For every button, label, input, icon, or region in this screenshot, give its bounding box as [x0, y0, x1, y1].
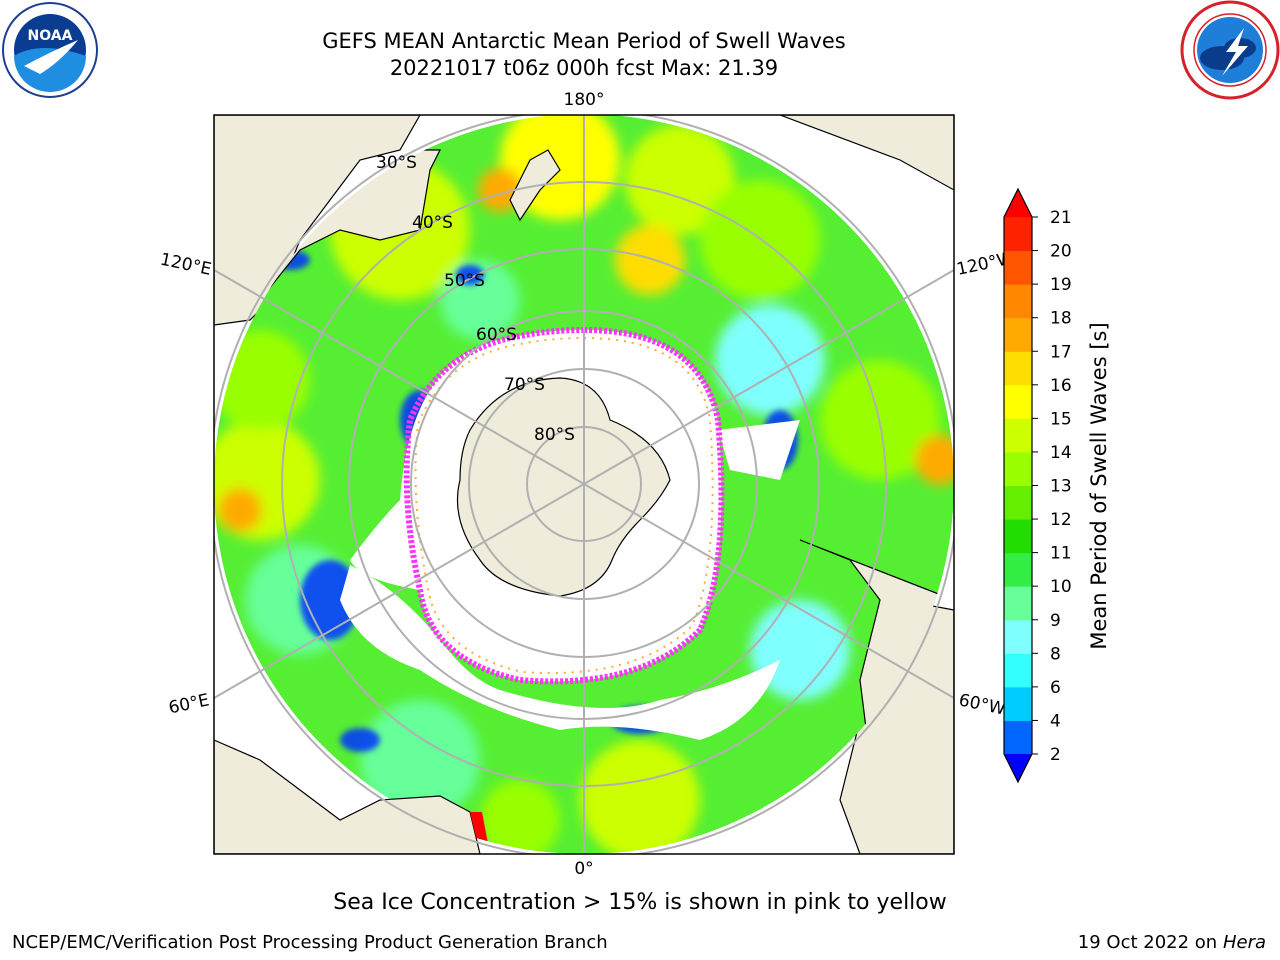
colorbar-tick-label: 10 [1050, 577, 1072, 597]
lat-label-80s: 80°S [534, 425, 575, 445]
map-frame [213, 114, 955, 855]
map-subtitle: 20221017 t06z 000h fcst Max: 21.39 [389, 56, 779, 80]
colorbar-tick-label: 11 [1050, 544, 1072, 564]
antarctica [456, 377, 671, 597]
colorbar-bin [1004, 653, 1032, 688]
colorbar-bin [1004, 519, 1032, 554]
colorbar-bin [1004, 586, 1032, 621]
colorbar-bin [1004, 317, 1032, 352]
lon-label-180: 180° [564, 90, 605, 110]
colorbar-tick-label: 14 [1050, 443, 1072, 463]
colorbar-tick-label: 19 [1050, 275, 1072, 295]
nws-logo [1180, 0, 1280, 100]
lon-label-60e: 60°E [167, 690, 211, 718]
colorbar-tick-label: 16 [1050, 376, 1072, 396]
map-title: GEFS MEAN Antarctic Mean Period of Swell… [322, 29, 846, 53]
lon-label-120e: 120°E [158, 250, 213, 280]
colorbar-bin [1004, 384, 1032, 419]
lat-label-70s: 70°S [504, 375, 545, 395]
sea-ice-note: Sea Ice Concentration > 15% is shown in … [333, 890, 947, 915]
colorbar-extend-max [1004, 189, 1032, 217]
noaa-logo-text: NOAA [28, 28, 73, 44]
colorbar-bin [1004, 217, 1032, 252]
colorbar-label: Mean Period of Swell Waves [s] [1087, 322, 1111, 649]
lon-label-0: 0° [574, 859, 593, 879]
host-name: Hera [1222, 932, 1266, 953]
colorbar-bin [1004, 552, 1032, 587]
colorbar-tick-label: 20 [1050, 242, 1072, 262]
colorbar-tick-label: 21 [1050, 208, 1072, 228]
colorbar-bin [1004, 418, 1032, 453]
colorbar-tick-label: 6 [1050, 678, 1061, 698]
colorbar-extend-min [1004, 754, 1032, 782]
colorbar-tick-label: 2 [1050, 745, 1061, 765]
colorbar-tick-label: 15 [1050, 409, 1072, 429]
lat-label-60s: 60°S [476, 325, 517, 345]
map-area [214, 115, 954, 854]
date-text: 19 Oct 2022 on Hera [1077, 932, 1266, 953]
lat-label-50s: 50°S [444, 271, 485, 291]
lat-label-30s: 30°S [376, 153, 417, 173]
colorbar-bin [1004, 720, 1032, 755]
colorbar-bin [1004, 485, 1032, 520]
colorbar-tick-label: 18 [1050, 309, 1072, 329]
credit-text: NCEP/EMC/Verification Post Processing Pr… [12, 932, 608, 953]
colorbar-tick-label: 9 [1050, 611, 1061, 631]
graticule [214, 115, 954, 854]
colorbar-bin [1004, 619, 1032, 654]
colorbar-bin [1004, 250, 1032, 285]
colorbar-tick-label: 13 [1050, 477, 1072, 497]
colorbar-tick-label: 4 [1050, 711, 1061, 731]
colorbar-tick-label: 12 [1050, 510, 1072, 530]
colorbar-tick-label: 17 [1050, 342, 1072, 362]
colorbar: 2 4 6 8 9 10 11 12 13 14 15 16 17 18 19 20 21 [1003, 187, 1072, 784]
colorbar-bin [1004, 284, 1032, 319]
lat-label-40s: 40°S [412, 213, 453, 233]
colorbar-tick-label: 8 [1050, 644, 1061, 664]
colorbar-bin [1004, 351, 1032, 386]
noaa-logo: NOAA [2, 2, 98, 98]
colorbar-bin [1004, 451, 1032, 486]
lon-label-60w: 60°W [957, 690, 1007, 719]
colorbar-bin [1004, 686, 1032, 721]
